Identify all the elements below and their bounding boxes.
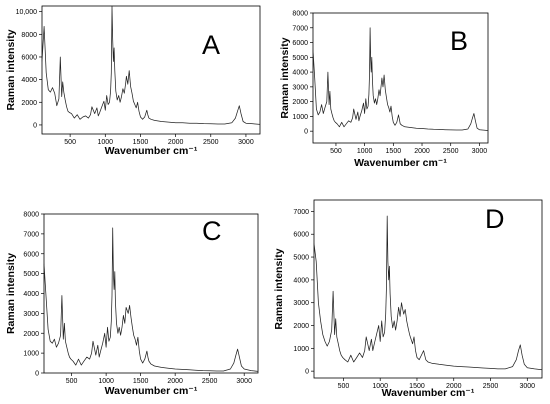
x-axis-title: Wavenumber cm⁻¹: [382, 387, 475, 399]
y-tick-label: 1000: [293, 346, 309, 353]
x-tick-label: 1000: [98, 139, 114, 146]
y-tick-label: 6000: [21, 54, 37, 61]
x-tick-label: 2000: [167, 378, 183, 385]
y-tick-label: 5000: [23, 271, 39, 278]
panel-a: 0 2000 4000 6000 8000 10,000 500 1000 1500 2000 2…: [5, 5, 261, 157]
y-tick-label: 0: [33, 122, 37, 129]
plot-frame: [43, 213, 259, 374]
panel-c: 0 1000 2000 3000 4000 5000 6000 7000 8000 500 100…: [5, 212, 259, 397]
spectrum-line: [43, 227, 259, 372]
y-tick-label: 6000: [23, 251, 39, 258]
y-tick-label: 2000: [23, 331, 39, 338]
x-tick-label: 3000: [472, 148, 488, 155]
y-tick-label: 5000: [292, 55, 308, 62]
x-tick-label: 500: [66, 378, 78, 385]
panel-letter: D: [485, 204, 505, 234]
x-tick-label: 1000: [372, 383, 388, 390]
y-axis: 0 1000 2000 3000 4000 5000 6000 7000: [293, 209, 314, 376]
spectrum-line: [312, 27, 489, 131]
x-tick-label: 500: [64, 139, 76, 146]
x-tick-label: 3000: [520, 383, 536, 390]
x-axis: 500 1000 1500 2000 2500 3000: [64, 134, 254, 146]
y-tick-label: 8000: [21, 32, 37, 39]
x-tick-label: 2500: [203, 139, 219, 146]
x-tick-label: 1000: [357, 148, 373, 155]
plot-frame: [312, 12, 489, 144]
x-tick-label: 2000: [414, 148, 430, 155]
x-axis-title: Wavenumber cm⁻¹: [354, 157, 447, 169]
y-tick-label: 7000: [23, 231, 39, 238]
panel-b: 0 1000 2000 3000 4000 5000 6000 7000 8000 500 100…: [279, 11, 489, 169]
x-tick-label: 1500: [386, 148, 402, 155]
x-axis: 500 1000 1500 2000 2500 3000: [330, 143, 487, 155]
y-tick-label: 3000: [23, 311, 39, 318]
x-tick-label: 1500: [409, 383, 425, 390]
y-tick-label: 4000: [23, 291, 39, 298]
panel-letter: B: [450, 26, 468, 56]
y-tick-label: 8000: [23, 212, 39, 219]
y-tick-label: 4000: [21, 77, 37, 84]
x-tick-label: 3000: [236, 378, 252, 385]
y-axis-title: Raman intensity: [5, 29, 17, 110]
x-tick-label: 3000: [238, 139, 254, 146]
x-tick-label: 2500: [443, 148, 459, 155]
x-tick-label: 500: [338, 383, 350, 390]
x-tick-label: 1500: [133, 378, 149, 385]
y-tick-label: 3000: [293, 300, 309, 307]
y-tick-label: 6000: [292, 40, 308, 47]
y-tick-label: 0: [304, 129, 308, 136]
y-axis: 0 2000 4000 6000 8000 10,000: [16, 9, 42, 129]
y-tick-label: 10,000: [16, 9, 38, 16]
y-axis-title: Raman intensity: [273, 248, 285, 329]
x-tick-label: 2000: [446, 383, 462, 390]
x-tick-label: 2500: [202, 378, 218, 385]
y-axis-title: Raman intensity: [279, 37, 291, 118]
x-axis: 500 1000 1500 2000 2500 3000: [338, 378, 536, 390]
y-axis: 0 1000 2000 3000 4000 5000 6000 7000 8000: [23, 212, 44, 378]
y-tick-label: 2000: [21, 100, 37, 107]
x-tick-label: 2000: [168, 139, 184, 146]
y-tick-label: 7000: [293, 209, 309, 216]
y-tick-label: 2000: [293, 323, 309, 330]
y-tick-label: 2000: [292, 99, 308, 106]
x-tick-label: 1500: [133, 139, 149, 146]
y-tick-label: 4000: [293, 277, 309, 284]
y-tick-label: 1000: [23, 351, 39, 358]
y-tick-label: 7000: [292, 25, 308, 32]
y-axis-title: Raman intensity: [5, 253, 17, 334]
x-axis-title: Wavenumber cm⁻¹: [105, 385, 198, 397]
x-tick-label: 500: [330, 148, 342, 155]
panel-letter: A: [202, 30, 220, 60]
y-tick-label: 3000: [292, 84, 308, 91]
plot-frame: [313, 199, 543, 379]
panel-letter: C: [202, 216, 222, 246]
x-tick-label: 2500: [483, 383, 499, 390]
x-tick-label: 1000: [98, 378, 114, 385]
y-tick-label: 8000: [292, 11, 308, 18]
plot-frame: [41, 5, 261, 135]
y-tick-label: 6000: [293, 232, 309, 239]
spectrum-line: [313, 215, 543, 371]
spectrum-line: [41, 5, 261, 125]
y-tick-label: 0: [35, 371, 39, 378]
y-tick-label: 1000: [292, 114, 308, 121]
y-tick-label: 4000: [292, 70, 308, 77]
x-axis: 500 1000 1500 2000 2500 3000: [66, 373, 252, 385]
y-tick-label: 5000: [293, 255, 309, 262]
panel-d: 0 1000 2000 3000 4000 5000 6000 7000 500 1000 150…: [273, 199, 543, 399]
x-axis-title: Wavenumber cm⁻¹: [105, 145, 198, 157]
y-tick-label: 0: [305, 369, 309, 376]
y-axis: 0 1000 2000 3000 4000 5000 6000 7000 8000: [292, 11, 313, 136]
